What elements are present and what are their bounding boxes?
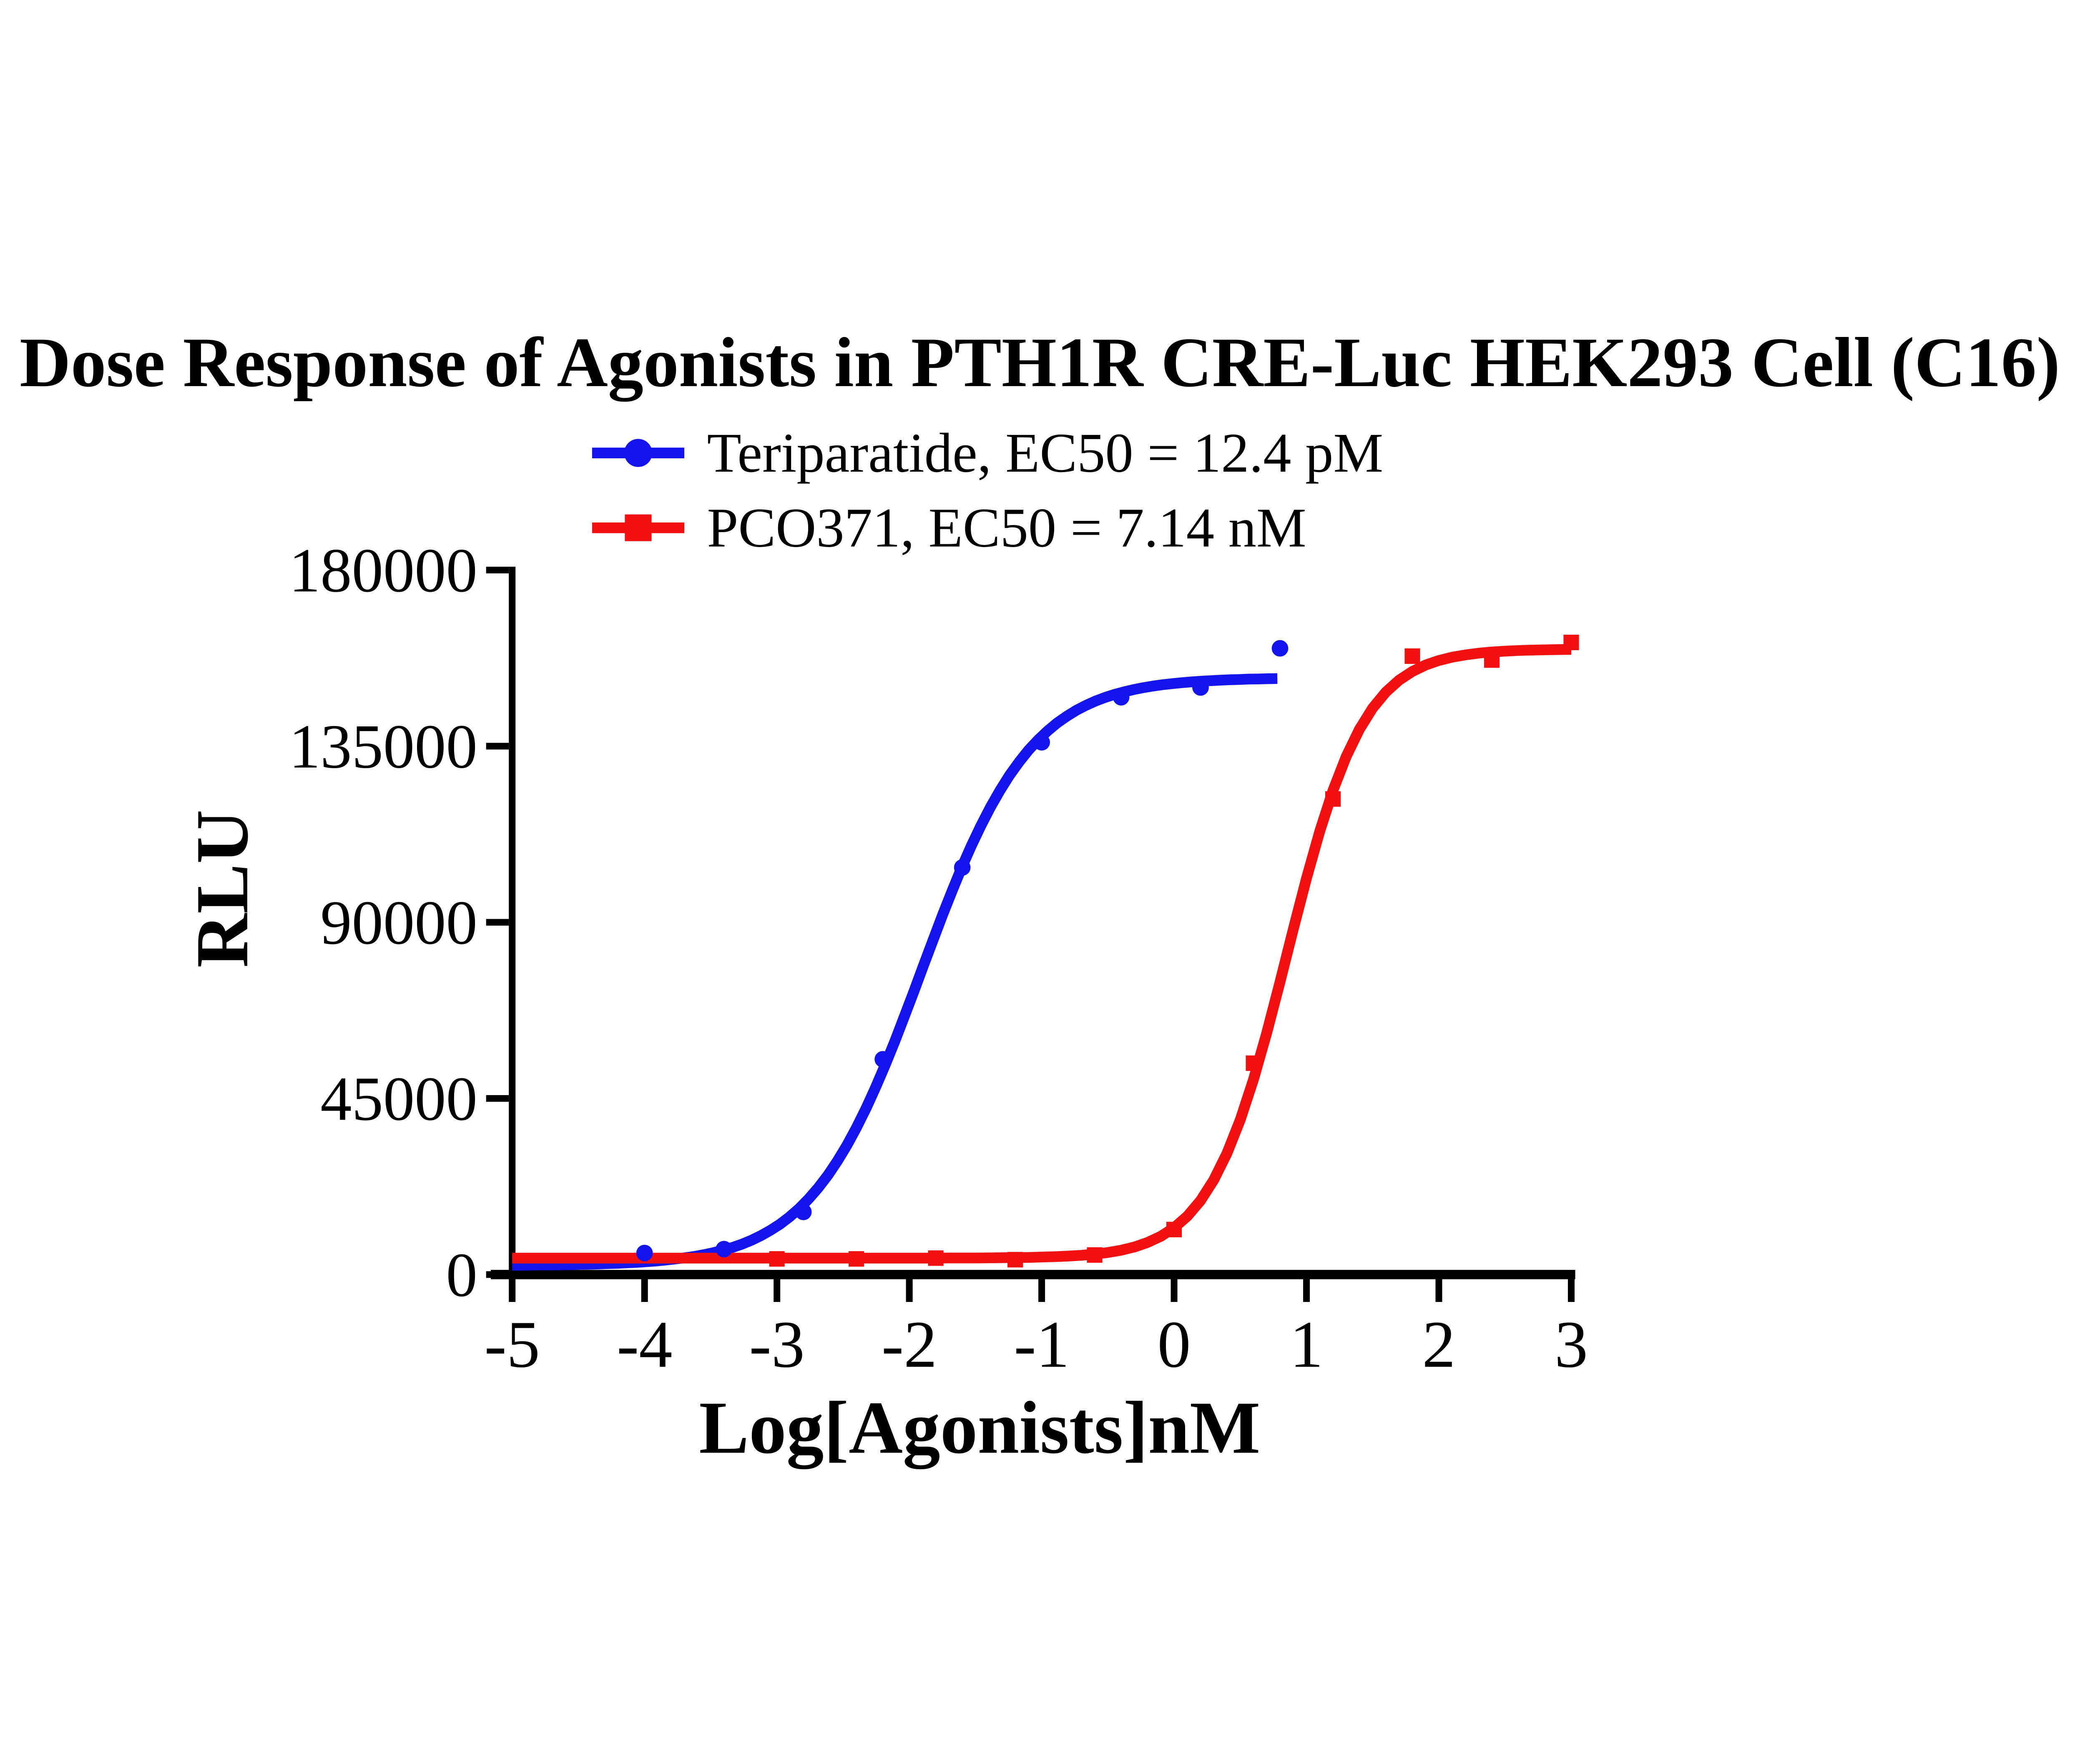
data-point-teriparatide bbox=[1271, 640, 1289, 657]
x-tick-label: -4 bbox=[617, 1307, 673, 1382]
data-point-pco371 bbox=[1325, 791, 1341, 807]
x-axis-tick bbox=[509, 1279, 516, 1302]
y-axis-tick bbox=[486, 919, 509, 926]
data-point-pco371 bbox=[849, 1251, 864, 1267]
y-tick-label: 135000 bbox=[289, 712, 477, 781]
x-axis-spine bbox=[490, 1270, 1575, 1279]
data-point-teriparatide bbox=[636, 1244, 653, 1261]
x-axis-title: Log[Agonists]nM bbox=[699, 1386, 1260, 1470]
data-point-pco371 bbox=[1246, 1055, 1261, 1071]
x-axis-tick bbox=[1568, 1279, 1575, 1302]
x-tick-label: -3 bbox=[749, 1307, 805, 1382]
legend-item-pco371: PCO371, EC50 = 7.14 nM bbox=[592, 497, 1306, 559]
data-point-pco371 bbox=[1563, 634, 1579, 651]
x-tick-label: -5 bbox=[484, 1307, 540, 1382]
data-point-pco371 bbox=[1404, 648, 1420, 664]
data-point-teriparatide bbox=[1192, 679, 1209, 696]
y-axis-tick bbox=[486, 1095, 509, 1102]
x-axis-tick bbox=[906, 1279, 913, 1302]
data-point-pco371 bbox=[1007, 1252, 1023, 1268]
data-point-pco371 bbox=[769, 1251, 785, 1267]
data-point-teriparatide bbox=[874, 1051, 891, 1068]
x-axis-tick bbox=[1303, 1279, 1310, 1302]
x-tick-label: -1 bbox=[1014, 1307, 1069, 1382]
y-tick-label: 0 bbox=[446, 1240, 477, 1310]
x-tick-label: 2 bbox=[1422, 1307, 1455, 1382]
legend-circle-marker-icon bbox=[624, 439, 653, 467]
data-point-pco371 bbox=[928, 1250, 944, 1266]
plot-area: 0 45000 90000 135000 180000 -5 -4 -3 -2 -1 0 1 2 3 bbox=[289, 535, 1588, 1381]
data-point-pco371 bbox=[1087, 1247, 1103, 1263]
x-tick-label: -2 bbox=[882, 1307, 937, 1382]
data-point-teriparatide bbox=[1113, 689, 1130, 706]
y-axis-tick bbox=[486, 743, 509, 750]
x-axis-tick bbox=[641, 1279, 648, 1302]
legend: Teriparatide, EC50 = 12.4 pM PCO371, EC5… bbox=[592, 422, 1383, 559]
legend-label-teriparatide: Teriparatide, EC50 = 12.4 pM bbox=[707, 422, 1384, 484]
x-tick-label: 1 bbox=[1290, 1307, 1323, 1382]
x-tick-label: 0 bbox=[1157, 1307, 1191, 1382]
y-axis-title: RLU bbox=[181, 810, 264, 968]
data-point-pco371 bbox=[1484, 652, 1500, 668]
legend-item-teriparatide: Teriparatide, EC50 = 12.4 pM bbox=[592, 422, 1383, 484]
fit-curve-teriparatide bbox=[512, 673, 1278, 1271]
fit-curve-pco371 bbox=[512, 644, 1572, 1264]
chart-title: Dose Response of Agonists in PTH1R CRE-L… bbox=[20, 323, 2060, 402]
x-axis-tick bbox=[1171, 1279, 1178, 1302]
y-axis-spine bbox=[509, 566, 516, 1279]
y-axis-tick bbox=[486, 566, 509, 573]
data-point-teriparatide bbox=[954, 859, 971, 876]
x-tick-label: 3 bbox=[1555, 1307, 1588, 1382]
x-axis-tick bbox=[1435, 1279, 1442, 1302]
legend-label-pco371: PCO371, EC50 = 7.14 nM bbox=[707, 497, 1306, 559]
data-point-teriparatide bbox=[795, 1204, 812, 1221]
x-axis-tick bbox=[1038, 1279, 1045, 1302]
legend-square-marker-icon bbox=[625, 514, 652, 541]
y-tick-label: 90000 bbox=[320, 888, 477, 957]
data-point-teriparatide bbox=[1033, 734, 1050, 751]
x-axis-tick bbox=[774, 1279, 781, 1302]
data-point-pco371 bbox=[1166, 1221, 1182, 1238]
y-tick-label: 45000 bbox=[320, 1064, 477, 1133]
data-point-teriparatide bbox=[716, 1241, 733, 1258]
y-tick-label: 180000 bbox=[289, 535, 477, 605]
